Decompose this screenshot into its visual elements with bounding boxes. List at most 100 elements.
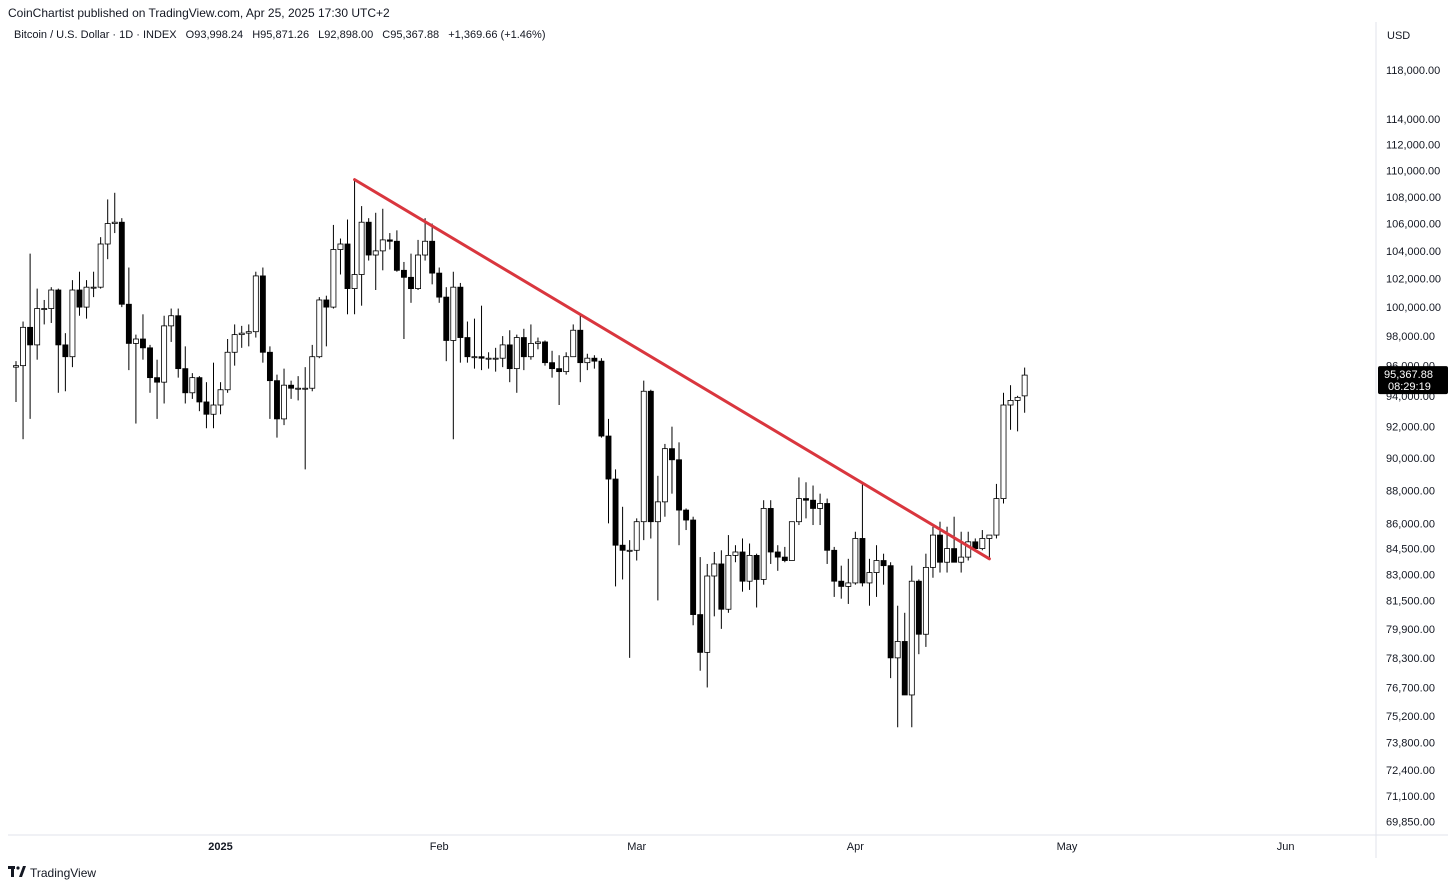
candle-up[interactable]	[13, 365, 19, 368]
candle-down[interactable]	[443, 296, 450, 341]
candle-down[interactable]	[203, 401, 210, 415]
plot-area[interactable]	[8, 22, 1448, 858]
candle-up[interactable]	[640, 390, 647, 523]
candle-up[interactable]	[471, 356, 478, 359]
candle-down[interactable]	[175, 315, 182, 370]
candle-down[interactable]	[676, 459, 682, 511]
candle-down[interactable]	[429, 240, 436, 274]
candle-up[interactable]	[1007, 400, 1014, 406]
candle-up[interactable]	[41, 308, 48, 310]
candle-down[interactable]	[393, 240, 400, 271]
candle-up[interactable]	[111, 221, 118, 224]
candle-down[interactable]	[182, 368, 189, 394]
candle-down[interactable]	[887, 565, 894, 659]
candle-down[interactable]	[915, 580, 922, 635]
candle-down[interactable]	[556, 368, 563, 373]
candle-up[interactable]	[34, 308, 41, 346]
candle-down[interactable]	[344, 243, 351, 289]
candle-up[interactable]	[1021, 374, 1028, 397]
candle-up[interactable]	[168, 315, 175, 327]
candle-down[interactable]	[408, 276, 414, 289]
candle-up[interactable]	[535, 341, 541, 344]
candle-down[interactable]	[647, 390, 654, 523]
candle-down[interactable]	[774, 551, 781, 558]
candle-up[interactable]	[499, 344, 506, 359]
candle-down[interactable]	[901, 641, 908, 696]
candle-up[interactable]	[104, 223, 111, 245]
candle-down[interactable]	[288, 384, 295, 389]
candle-up[interactable]	[908, 580, 915, 696]
candle-up[interactable]	[450, 286, 457, 341]
candle-down[interactable]	[605, 435, 612, 480]
candle-up[interactable]	[788, 521, 795, 561]
candle-up[interactable]	[873, 560, 880, 573]
candle-up[interactable]	[866, 572, 873, 584]
candlestick-chart[interactable]: 118,000.00 114,000.00 112,000.00 110,000.00…	[8, 22, 1448, 858]
descending-trendline[interactable]	[353, 178, 991, 561]
candle-up[interactable]	[845, 582, 852, 587]
candle-down[interactable]	[62, 344, 69, 358]
candle-down[interactable]	[154, 377, 161, 383]
candle-up[interactable]	[252, 275, 259, 333]
candle-up[interactable]	[132, 338, 139, 344]
candle-up[interactable]	[958, 556, 965, 563]
candle-up[interactable]	[245, 331, 252, 334]
candle-down[interactable]	[591, 357, 598, 362]
candle-down[interactable]	[824, 503, 831, 551]
candle-up[interactable]	[979, 538, 986, 549]
candle-up[interactable]	[379, 239, 386, 252]
candle-up[interactable]	[316, 299, 323, 358]
candle-down[interactable]	[619, 544, 626, 551]
candle-up[interactable]	[584, 357, 591, 364]
candle-up[interactable]	[302, 387, 309, 390]
candle-up[interactable]	[732, 551, 739, 556]
candle-down[interactable]	[506, 344, 513, 370]
candle-up[interactable]	[795, 498, 802, 523]
candle-up[interactable]	[852, 538, 859, 584]
candle-down[interactable]	[365, 221, 372, 256]
candle-up[interactable]	[1000, 404, 1007, 499]
candle-up[interactable]	[415, 254, 421, 289]
candle-down[interactable]	[838, 580, 845, 587]
candle-up[interactable]	[944, 548, 950, 563]
candle-down[interactable]	[196, 377, 203, 403]
candle-down[interactable]	[542, 341, 548, 364]
candle-down[interactable]	[951, 548, 958, 563]
candle-down[interactable]	[274, 380, 280, 420]
candle-down[interactable]	[803, 498, 809, 501]
candle-down[interactable]	[937, 534, 943, 563]
candle-up[interactable]	[485, 357, 492, 360]
candle-down[interactable]	[55, 289, 62, 346]
candle-down[interactable]	[464, 337, 471, 358]
candle-down[interactable]	[697, 614, 704, 653]
candle-up[interactable]	[231, 334, 238, 353]
candle-up[interactable]	[746, 554, 753, 582]
candle-up[interactable]	[20, 326, 26, 367]
candle-up[interactable]	[922, 566, 929, 635]
candle-down[interactable]	[147, 347, 153, 379]
candle-up[interactable]	[711, 563, 718, 577]
candle-down[interactable]	[401, 269, 407, 278]
candle-down[interactable]	[612, 478, 619, 546]
candle-down[interactable]	[690, 519, 697, 615]
currency-label[interactable]: USD	[1387, 30, 1411, 42]
candle-down[interactable]	[767, 508, 774, 553]
candle-up[interactable]	[337, 243, 344, 250]
candle-up[interactable]	[210, 404, 217, 415]
candle-up[interactable]	[993, 498, 1000, 536]
candle-up[interactable]	[161, 325, 168, 383]
candle-up[interactable]	[817, 503, 824, 509]
candle-up[interactable]	[894, 641, 901, 659]
candle-up[interactable]	[563, 356, 570, 373]
candle-up[interactable]	[97, 243, 104, 288]
candle-up[interactable]	[527, 343, 534, 358]
candle-down[interactable]	[520, 337, 527, 358]
candle-up[interactable]	[281, 384, 287, 420]
candle-up[interactable]	[725, 554, 732, 610]
candle-up[interactable]	[661, 448, 668, 503]
candle-down[interactable]	[27, 326, 34, 346]
candle-down[interactable]	[831, 549, 838, 582]
candle-up[interactable]	[513, 337, 520, 370]
candle-up[interactable]	[492, 357, 499, 360]
candle-down[interactable]	[810, 499, 816, 509]
